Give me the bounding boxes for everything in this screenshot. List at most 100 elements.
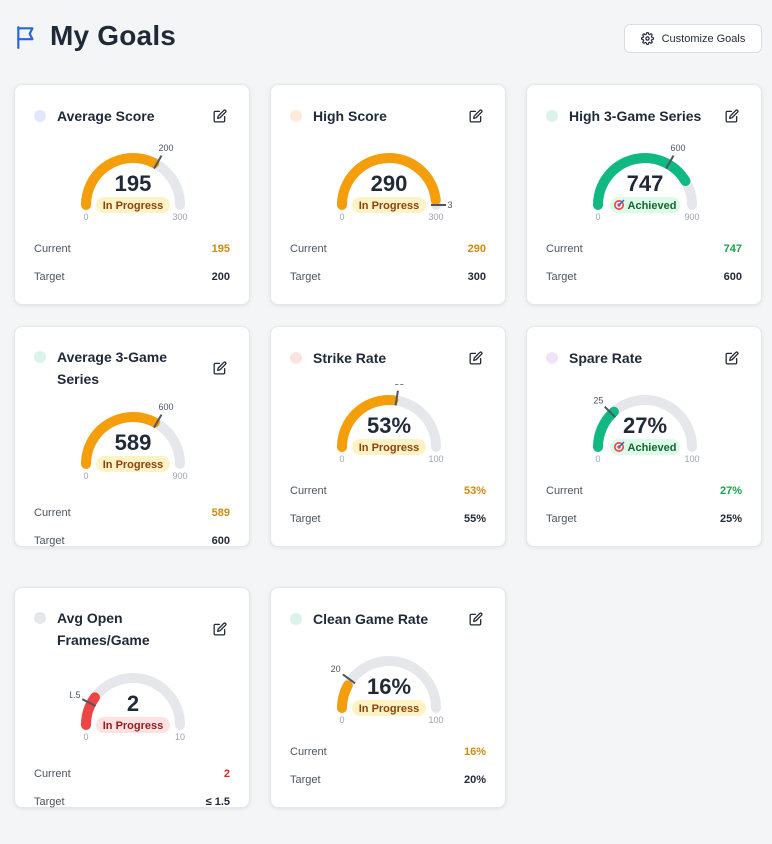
target-value: 20% — [463, 774, 486, 786]
target-icon — [614, 199, 625, 210]
gauge-target-marker — [153, 155, 163, 170]
goal-gauge: 600 0 900 747 Achieved — [593, 143, 700, 222]
current-value: 16% — [463, 746, 486, 758]
edit-icon[interactable] — [213, 361, 227, 375]
gauge-target-label: 25 — [593, 395, 603, 405]
status-badge-label: In Progress — [359, 703, 420, 715]
goal-gauge: 55 0 100 53% In Progress — [337, 384, 444, 464]
goal-card: Strike Rate 55 0 100 53% In Progress Current 53… — [270, 326, 506, 547]
customize-goals-button[interactable]: Customize Goals — [624, 24, 762, 53]
target-value: ≤ 1.5 — [205, 796, 230, 808]
target-label: Target — [546, 513, 577, 525]
target-label: Target — [290, 513, 321, 525]
goal-title: Spare Rate — [569, 350, 643, 366]
goal-gauge: 1.5 0 10 2 In Progress — [70, 673, 185, 742]
edit-icon[interactable] — [725, 109, 739, 123]
gauge-progress-arc — [337, 680, 353, 713]
gauge-progress-arc — [81, 412, 160, 469]
gauge-target-label: 600 — [158, 402, 173, 412]
gauge-max-label: 100 — [684, 454, 699, 464]
gauge-target-label: 1.5 — [70, 690, 80, 700]
gauge-target-marker — [603, 405, 617, 419]
status-badge-label: In Progress — [103, 459, 164, 471]
gauge-max-label: 900 — [684, 212, 699, 222]
target-value: 600 — [723, 271, 742, 283]
edit-icon[interactable] — [469, 612, 483, 626]
gauge-max-label: 10 — [175, 732, 185, 742]
gauge-target-label: 600 — [670, 143, 685, 153]
gauge-center-value: 2 — [127, 691, 139, 716]
goal-card: Avg Open Frames/Game 1.5 0 10 2 In Progress Cu… — [14, 587, 250, 808]
goal-gauge: 200 0 300 195 In Progress — [81, 143, 188, 222]
status-badge — [352, 439, 426, 455]
target-label: Target — [34, 796, 65, 808]
gauge-center-value: 53% — [367, 413, 411, 438]
status-badge-label: In Progress — [359, 442, 420, 454]
goal-card: High Score 300 0 300 290 In Progress Current 29… — [270, 84, 506, 305]
goal-card: Average 3-Game Series 600 0 900 589 In Progre… — [14, 326, 250, 547]
goal-gauge: 25 0 100 27% Achieved — [593, 395, 700, 464]
edit-icon[interactable] — [213, 622, 227, 636]
goal-color-dot — [290, 110, 302, 122]
goal-color-dot — [546, 110, 558, 122]
gauge-target-marker — [394, 390, 399, 406]
goal-color-dot — [290, 613, 302, 625]
gauge-center-value: 27% — [623, 413, 667, 438]
status-badge — [610, 197, 680, 213]
goal-color-dot — [34, 110, 46, 122]
gauge-progress-arc — [337, 153, 441, 210]
goal-title: Clean Game Rate — [313, 611, 429, 627]
goal-color-dot — [290, 352, 302, 364]
gauge-center-value: 747 — [627, 171, 664, 196]
status-badge-label: In Progress — [359, 200, 420, 212]
edit-icon[interactable] — [469, 109, 483, 123]
gauge-progress-arc — [593, 153, 691, 210]
status-badge — [96, 717, 170, 733]
edit-icon[interactable] — [469, 351, 483, 365]
gauge-center-value: 195 — [115, 171, 152, 196]
goal-title: High Score — [313, 108, 387, 124]
status-badge — [352, 700, 426, 716]
page-header: My Goals Customize Goals — [14, 18, 764, 58]
goal-color-dot — [34, 612, 46, 624]
gauge-progress-arc — [593, 406, 619, 452]
gauge-max-label: 300 — [428, 212, 443, 222]
gauge-target-marker — [153, 414, 163, 429]
gauge-progress-arc — [81, 153, 160, 210]
status-badge — [96, 197, 170, 213]
gauge-max-label: 100 — [428, 715, 443, 725]
current-label: Current — [34, 243, 71, 255]
target-value: 600 — [211, 535, 230, 547]
gauge-center-value: 589 — [115, 430, 152, 455]
current-value: 53% — [463, 485, 486, 497]
current-value: 195 — [211, 243, 230, 255]
edit-icon[interactable] — [213, 109, 227, 123]
goal-gauge: 600 0 900 589 In Progress — [81, 402, 188, 481]
edit-icon[interactable] — [725, 351, 739, 365]
current-label: Current — [34, 768, 71, 780]
current-value: 747 — [723, 243, 742, 255]
gauge-center-value: 290 — [371, 171, 408, 196]
gauge-min-label: 0 — [339, 715, 344, 725]
customize-goals-label: Customize Goals — [661, 32, 746, 45]
goal-title: High 3-Game Series — [569, 108, 702, 124]
current-label: Current — [34, 507, 71, 519]
target-label: Target — [546, 271, 577, 283]
goal-card: Average Score 200 0 300 195 In Progress Curren… — [14, 84, 250, 305]
goal-color-dot — [546, 352, 558, 364]
target-label: Target — [34, 535, 65, 547]
gauge-target-marker — [665, 155, 675, 170]
gauge-target-label: 55 — [394, 384, 404, 387]
current-value: 2 — [223, 768, 230, 780]
gear-icon — [640, 32, 654, 45]
status-badge-label: Achieved — [628, 200, 677, 212]
current-value: 589 — [211, 507, 230, 519]
current-label: Current — [290, 746, 327, 758]
gauge-min-label: 0 — [339, 212, 344, 222]
status-badge — [96, 456, 170, 472]
gauge-target-label: 20 — [331, 664, 341, 674]
page-title: My Goals — [50, 20, 177, 51]
current-value: 27% — [719, 485, 742, 497]
target-value: 55% — [463, 513, 486, 525]
current-value: 290 — [467, 243, 486, 255]
